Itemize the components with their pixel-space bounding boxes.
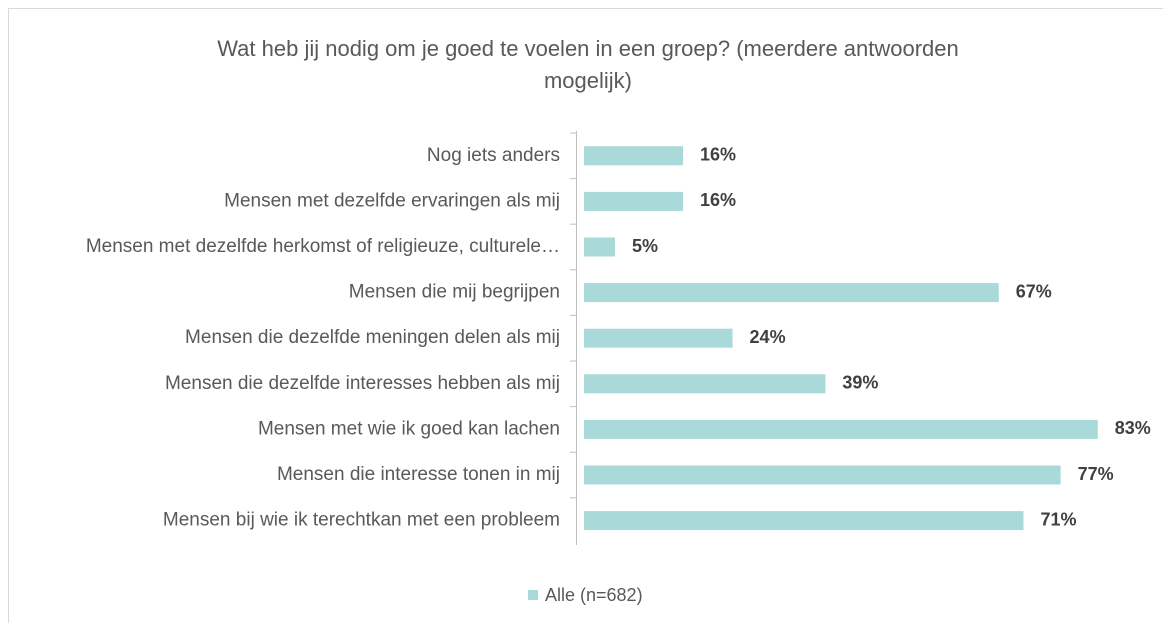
data-label: 83% xyxy=(1115,418,1151,438)
y-tick-label: Mensen bij wie ik terechtkan met een pro… xyxy=(163,510,560,531)
y-tick-label: Mensen die dezelfde meningen delen als m… xyxy=(185,327,560,348)
y-tick-label: Mensen met dezelfde herkomst of religieu… xyxy=(86,236,560,257)
chart-title: Wat heb jij nodig om je goed te voelen i… xyxy=(217,36,959,93)
bar xyxy=(584,146,684,166)
bar xyxy=(584,237,615,257)
bar xyxy=(584,374,826,394)
data-label: 67% xyxy=(1016,281,1052,301)
data-label: 16% xyxy=(700,190,736,210)
legend-swatch xyxy=(528,590,538,600)
bar xyxy=(584,191,684,211)
data-label: 71% xyxy=(1040,509,1076,529)
bar xyxy=(584,419,1098,439)
y-tick-label: Mensen die interesse tonen in mij xyxy=(277,464,560,485)
bar xyxy=(584,283,999,303)
bar xyxy=(584,511,1024,531)
y-tick-label: Mensen met dezelfde ervaringen als mij xyxy=(224,190,560,211)
y-tick-label: Mensen die dezelfde interesses hebben al… xyxy=(165,373,560,394)
y-tick-label: Mensen die mij begrijpen xyxy=(349,282,560,303)
data-label: 24% xyxy=(750,327,786,347)
y-tick-label: Nog iets anders xyxy=(427,145,560,166)
legend-label: Alle (n=682) xyxy=(545,585,643,605)
data-label: 16% xyxy=(700,145,736,165)
data-label: 39% xyxy=(842,373,878,393)
bar xyxy=(584,328,733,348)
data-label: 5% xyxy=(632,236,658,256)
y-tick-label: Mensen met wie ik goed kan lachen xyxy=(258,418,560,439)
bar xyxy=(584,465,1061,485)
chart-frame xyxy=(8,8,1163,623)
data-label: 77% xyxy=(1078,464,1114,484)
